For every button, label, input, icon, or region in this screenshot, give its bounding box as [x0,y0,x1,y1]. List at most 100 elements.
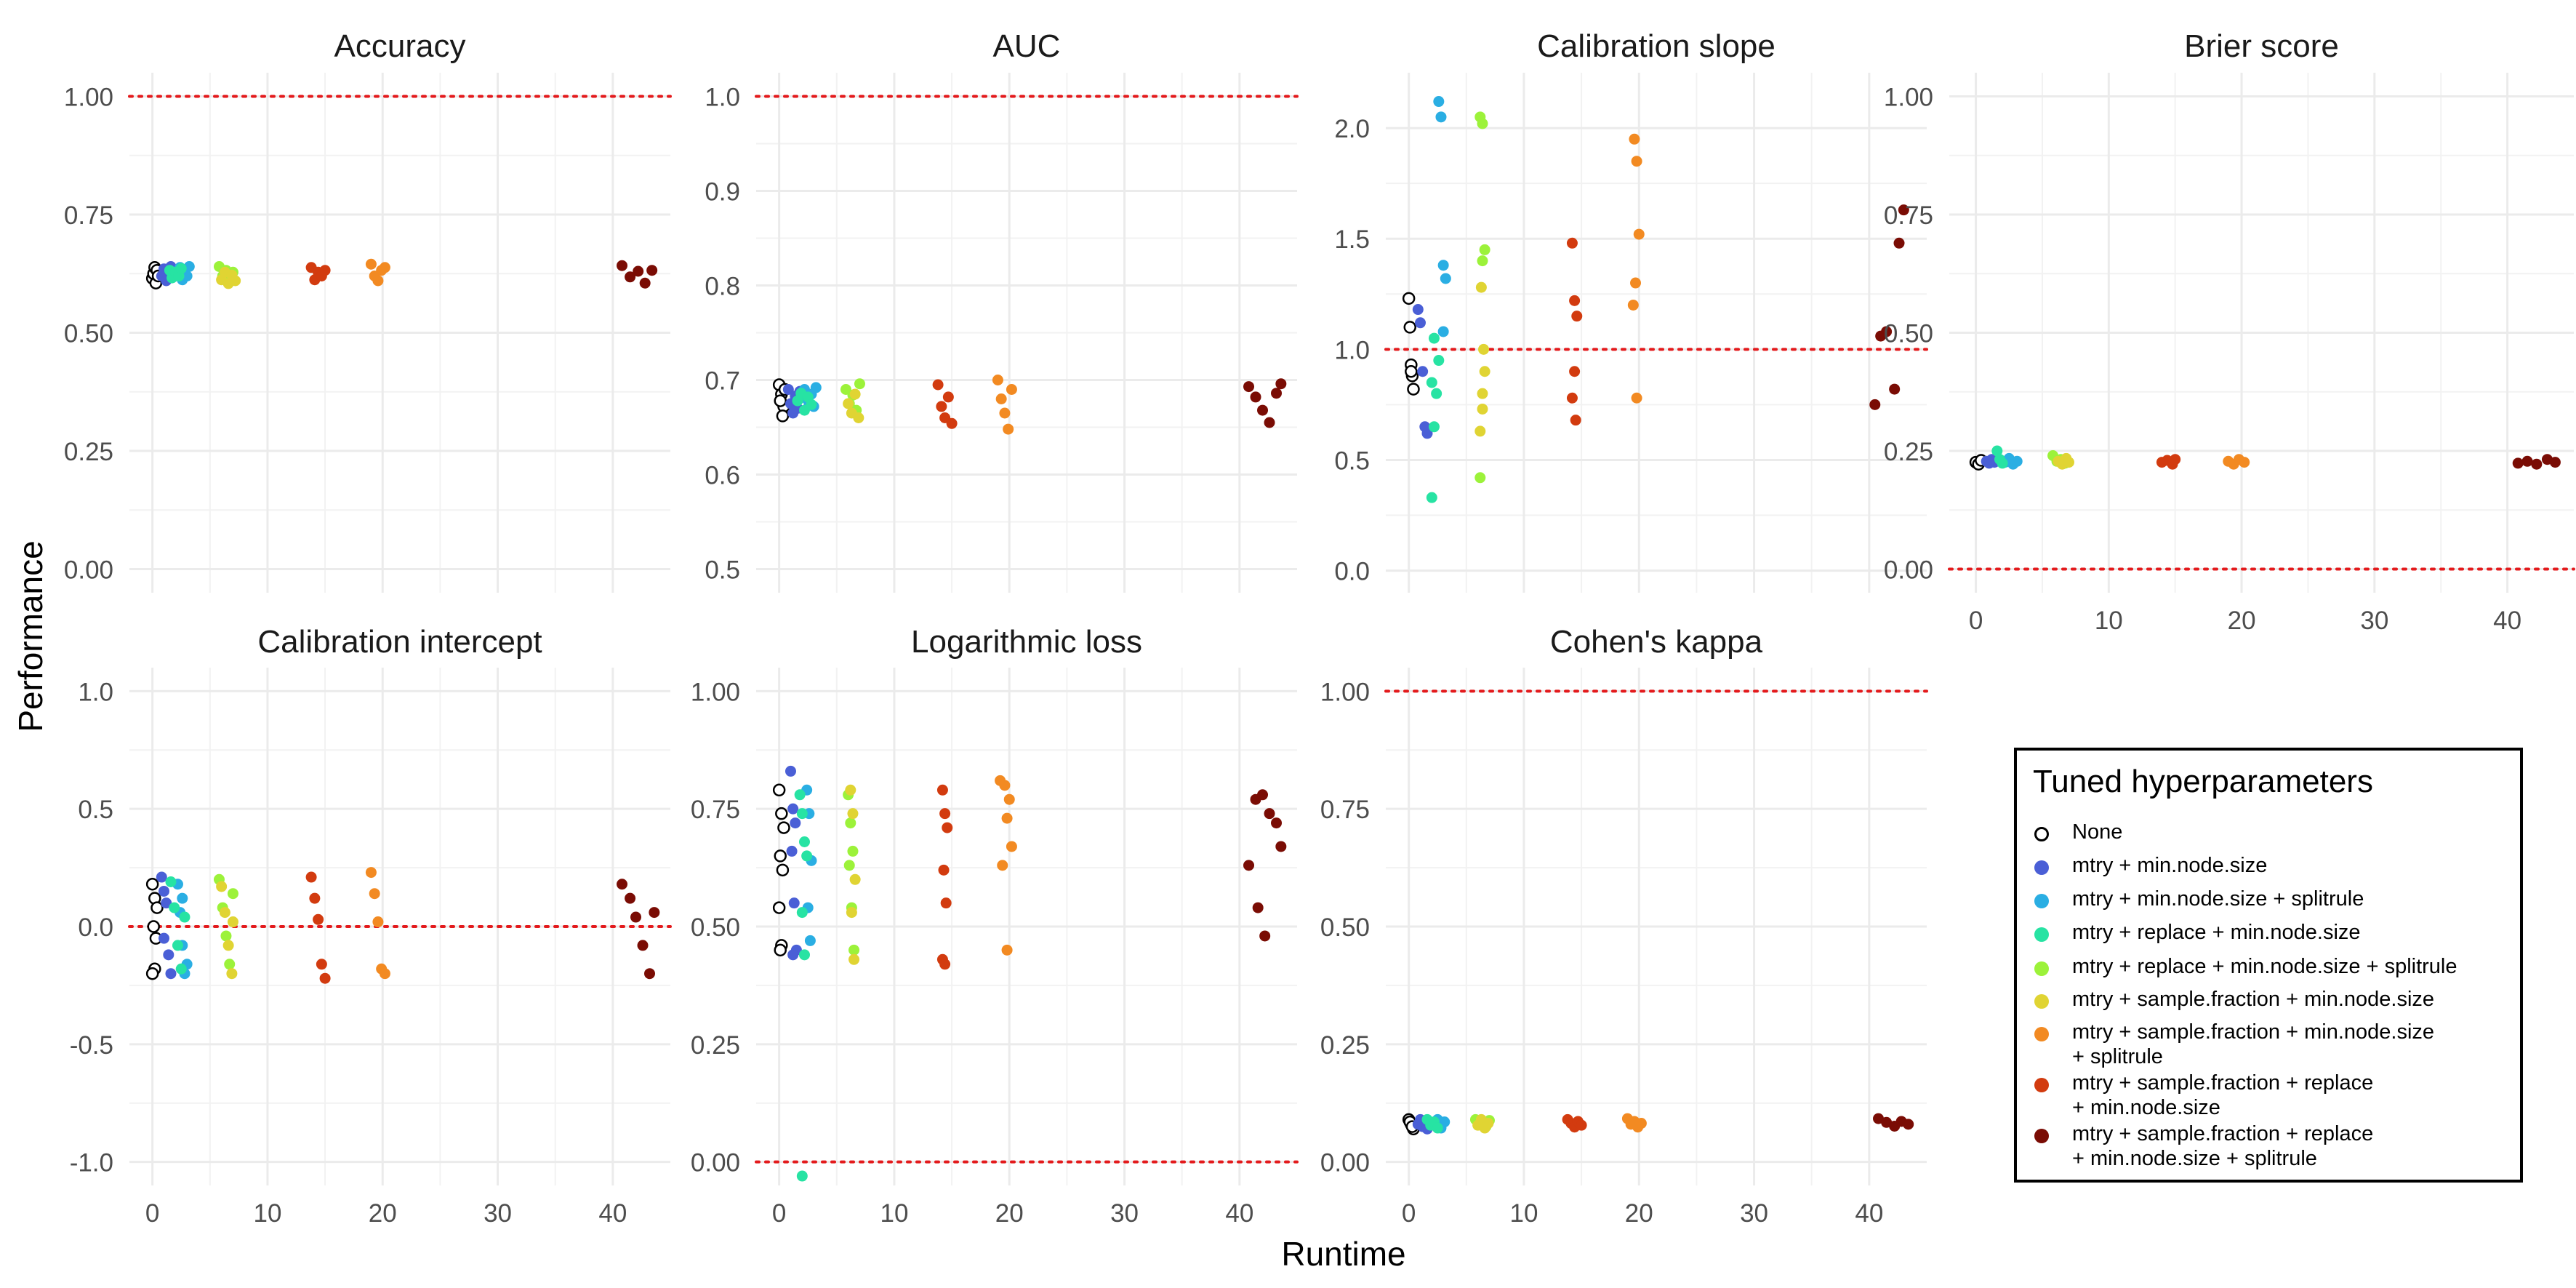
y-tick-label: 0.75 [64,201,113,230]
y-axis-title: Performance [12,540,49,732]
legend-key-icon [2034,927,2049,942]
y-tick-label: 1.0 [1334,336,1370,364]
data-point [230,275,241,287]
data-point [305,871,317,883]
data-point [785,765,796,777]
data-point [145,877,159,891]
y-tick-label: 1.0 [78,678,113,706]
x-tick-label: 10 [2095,607,2123,635]
data-point [936,401,947,412]
data-point [946,417,958,429]
data-point [379,262,390,273]
data-point [1635,1118,1647,1129]
legend-key-icon [2034,827,2049,841]
legend-key-icon [2034,860,2049,875]
data-point [147,920,160,933]
panel-title: Calibration slope [1537,28,1775,64]
y-tick-label: 0.00 [691,1149,740,1177]
data-point [1629,133,1640,145]
data-point [847,845,859,857]
data-point [309,892,321,904]
y-tick-label: 0.50 [1884,320,1933,348]
data-point [2239,457,2250,468]
data-point [854,378,865,390]
panel-title: Calibration intercept [257,624,542,660]
data-point [1405,364,1418,378]
data-point [1275,841,1287,852]
data-point [1576,1119,1587,1131]
x-tick-label: 0 [772,1199,786,1228]
data-point [617,879,628,890]
data-point [2512,457,2524,469]
legend-label: mtry + replace + min.node.size + splitru… [2072,955,2457,978]
data-point [1243,860,1255,871]
data-point [1570,415,1581,426]
data-point [796,907,808,919]
y-tick-label: 1.00 [1320,678,1370,706]
data-point [224,959,236,970]
data-point [216,881,228,892]
data-point [313,913,324,925]
y-tick-label: 0.00 [64,556,113,585]
data-point [1477,118,1488,129]
y-tick-label: 1.00 [691,678,740,706]
y-tick-label: 0.0 [78,913,113,942]
y-tick-label: 0.75 [1884,201,1933,230]
legend-label: mtry + replace + min.node.size [2072,921,2361,944]
x-tick-label: 0 [145,1199,159,1228]
data-point [942,391,954,403]
data-point [938,864,950,876]
data-point [151,901,164,914]
x-tick-label: 40 [1855,1199,1883,1228]
data-point [790,817,801,829]
data-point [1001,812,1013,824]
y-tick-label: 1.5 [1334,225,1370,254]
x-tick-label: 0 [1402,1199,1416,1228]
data-point [177,892,188,904]
data-point [163,949,174,961]
data-point [1478,343,1490,355]
legend: Tuned hyperparameters None mtry + min.nod… [2014,748,2523,1183]
x-tick-label: 20 [995,1199,1024,1228]
x-tick-label: 0 [1969,607,1983,635]
data-point [1001,944,1013,956]
data-point [798,836,810,847]
data-point [1569,366,1581,377]
data-point [796,808,808,820]
data-point [848,953,860,965]
data-point [848,944,860,956]
y-tick-label: -0.5 [70,1031,113,1060]
data-point [179,911,190,923]
data-point [169,902,180,913]
panel-title: Brier score [2184,28,2339,64]
y-tick-label: 0.8 [705,273,740,301]
legend-label: mtry + min.node.size [2072,854,2268,877]
data-point [316,959,327,970]
data-point [220,930,232,942]
data-point [226,968,238,980]
data-point [633,265,644,277]
data-point [369,888,380,900]
legend-label: mtry + sample.fraction + min.node.size [2072,988,2435,1011]
data-point [849,873,861,885]
data-point [1407,383,1420,396]
data-point [625,271,636,283]
x-tick-label: 10 [1509,1199,1538,1228]
data-point [804,935,816,946]
legend-key-icon [2034,894,2049,908]
data-point [1003,423,1014,435]
x-axis-title: Runtime [1281,1235,1405,1273]
data-point [794,789,806,801]
legend-key-icon [2034,1027,2049,1041]
data-point [1264,417,1275,428]
x-tick-label: 30 [483,1199,512,1228]
data-point [1431,388,1443,399]
y-tick-label: 0.25 [64,438,113,466]
data-point [798,949,810,961]
legend-key-icon [2034,1129,2049,1143]
y-tick-label: 0.7 [705,367,740,396]
data-point [1437,260,1449,271]
data-point [1477,403,1488,415]
y-tick-label: 0.25 [1320,1031,1370,1060]
data-point [379,968,390,980]
